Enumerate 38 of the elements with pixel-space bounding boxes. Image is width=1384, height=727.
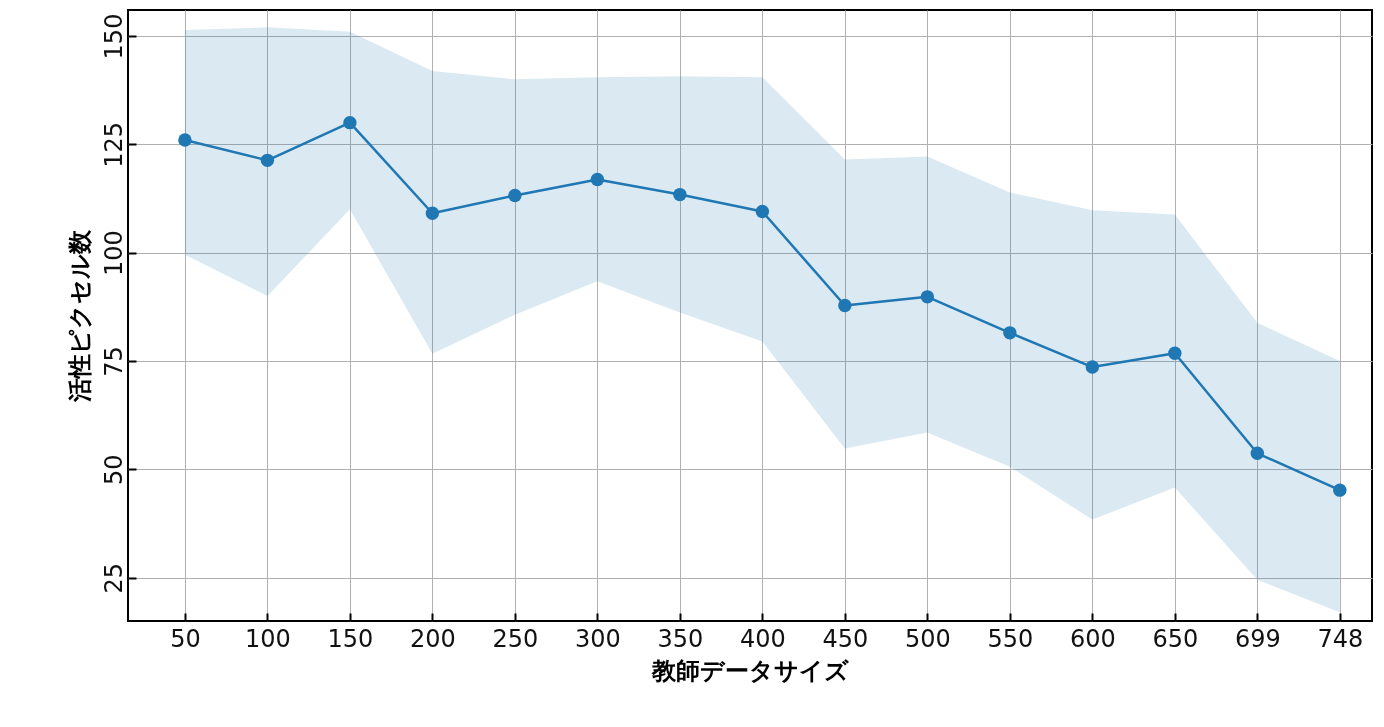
y-tick-label: 50 xyxy=(99,454,128,486)
x-tick-label: 250 xyxy=(492,624,539,653)
y-tick-label: 75 xyxy=(99,346,128,377)
x-tick-label: 200 xyxy=(409,624,456,653)
point xyxy=(343,115,357,130)
x-tick-label: 500 xyxy=(904,624,951,653)
point xyxy=(755,204,770,219)
x-tick-label: 50 xyxy=(170,624,201,653)
point xyxy=(590,172,605,187)
point xyxy=(1250,446,1265,460)
point xyxy=(1003,326,1017,340)
x-tick-label: 400 xyxy=(739,624,786,653)
point xyxy=(673,187,687,202)
x-tick-label: 650 xyxy=(1152,624,1199,653)
point xyxy=(838,298,852,313)
y-axis-title: 活性ピクセル数 xyxy=(65,229,94,403)
x-tick-label: 550 xyxy=(987,624,1034,653)
point xyxy=(425,206,440,220)
y-tick-label: 25 xyxy=(99,562,128,594)
point xyxy=(260,153,275,168)
point xyxy=(1168,346,1182,360)
y-tick-label: 125 xyxy=(99,121,128,168)
x-tick-label: 300 xyxy=(574,624,621,653)
point xyxy=(508,188,522,203)
x-tick-label: 150 xyxy=(327,624,374,653)
y-tick-label: 100 xyxy=(99,230,128,277)
x-tick-label: 600 xyxy=(1069,624,1116,653)
point xyxy=(1333,483,1347,497)
point xyxy=(1085,360,1100,374)
point xyxy=(178,133,192,147)
x-tick-label: 748 xyxy=(1317,624,1364,653)
x-tick-label: 100 xyxy=(245,624,291,653)
y-tick-label: 150 xyxy=(99,13,128,60)
point xyxy=(920,290,935,304)
x-tick-label: 450 xyxy=(822,624,869,653)
x-tick-label: 699 xyxy=(1234,624,1281,653)
x-axis-title: 教師データサイズ xyxy=(651,656,849,685)
x-tick-label: 350 xyxy=(657,624,704,653)
